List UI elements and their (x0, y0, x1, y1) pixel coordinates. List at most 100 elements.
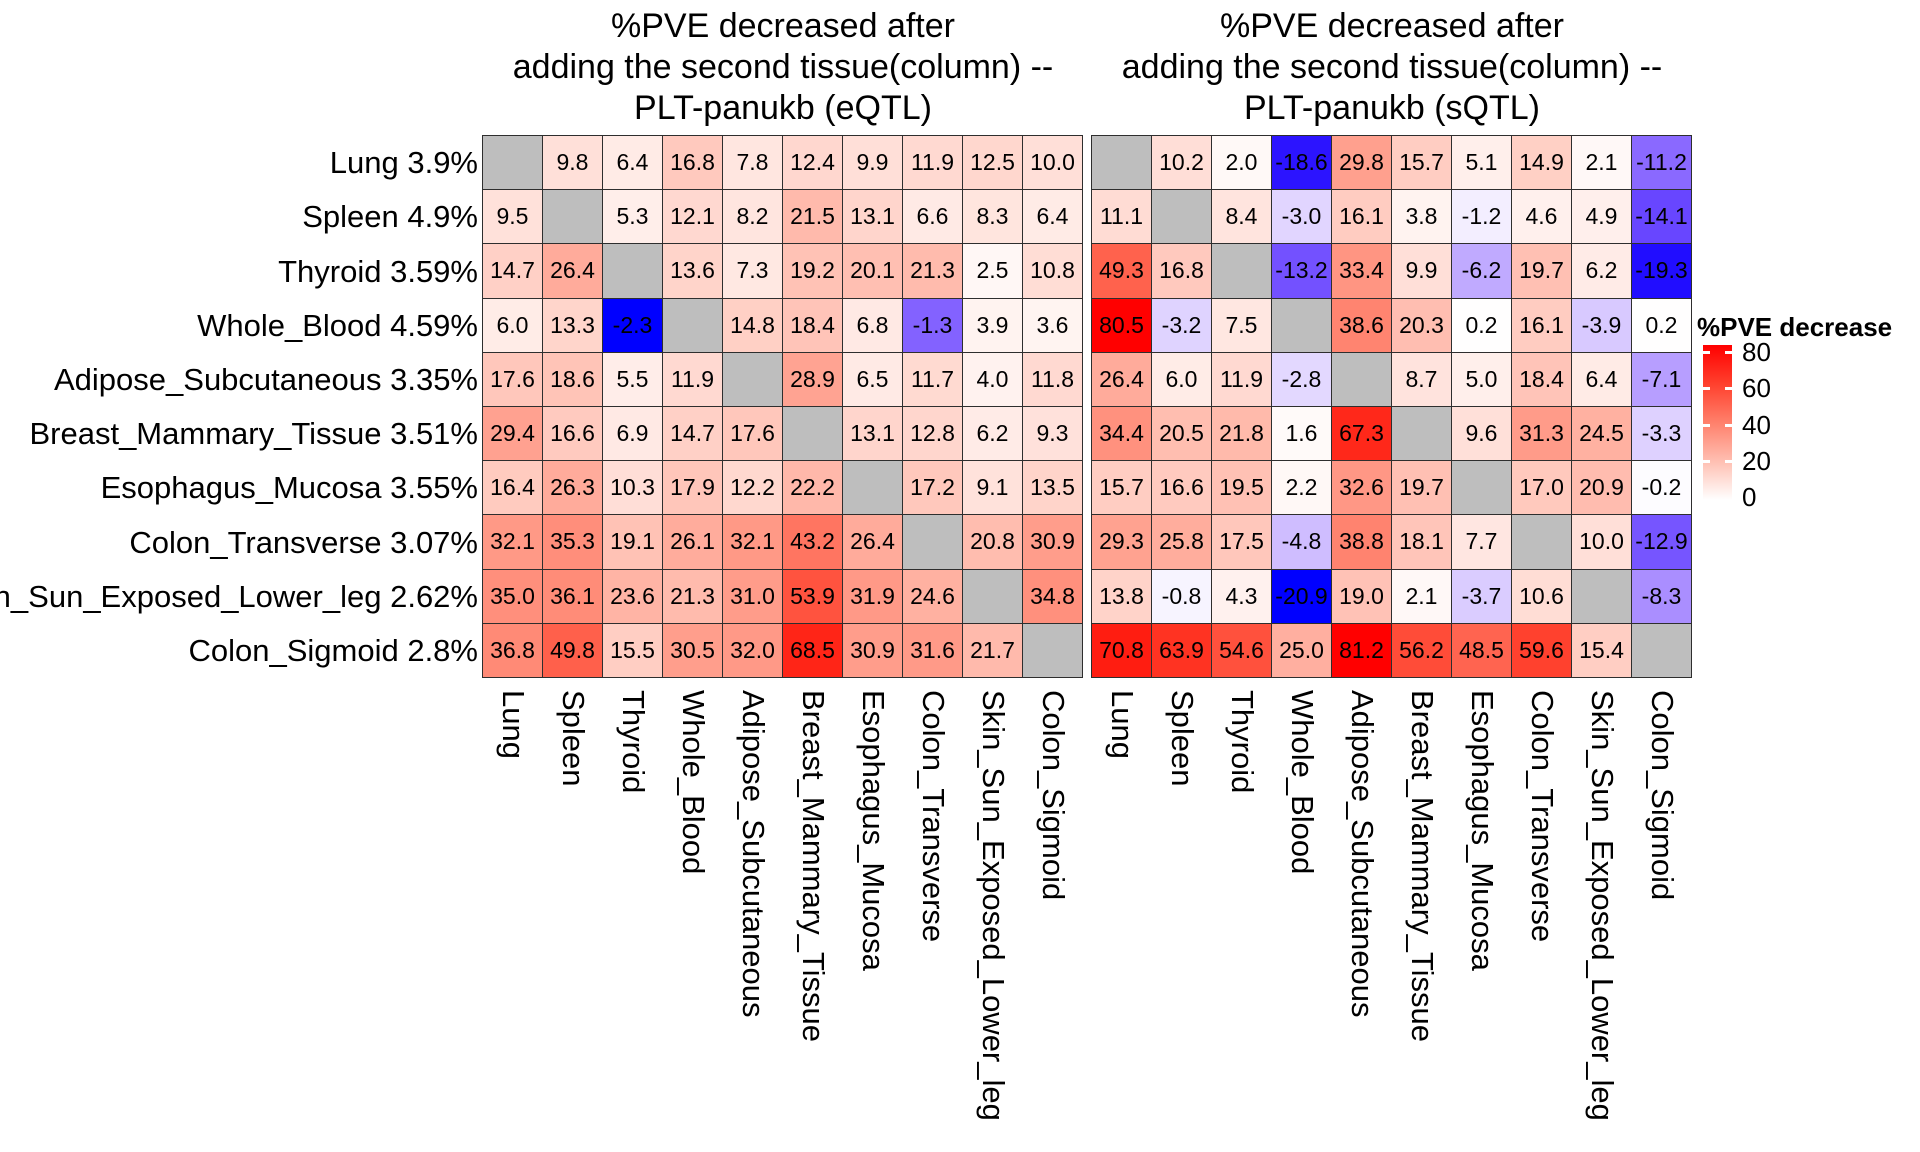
heatmap-cell: 25.8 (1152, 515, 1212, 570)
colorbar-title: %PVE decrease (1697, 312, 1893, 342)
heatmap-cell: 19.1 (603, 515, 663, 570)
heatmap-cell: 0.2 (1632, 298, 1692, 353)
heatmap-cell: 26.4 (843, 515, 903, 570)
heatmap-cell: -4.8 (1272, 515, 1332, 570)
colorbar-tick-label: 40 (1742, 409, 1771, 440)
heatmap-cell: 7.5 (1212, 298, 1272, 353)
heatmap-cell (1512, 515, 1572, 570)
column-label: Colon_Sigmoid (1036, 690, 1071, 901)
heatmap-cell (663, 298, 723, 353)
row-label: Colon_Transverse 3.07% (129, 524, 478, 560)
heatmap-cell: 35.3 (543, 515, 603, 570)
heatmap-cell: 12.5 (963, 136, 1023, 191)
heatmap-cell: 32.1 (723, 515, 783, 570)
heatmap-cell: -2.8 (1272, 352, 1332, 407)
heatmap-cell: 21.7 (963, 623, 1023, 678)
heatmap-cell: 29.8 (1332, 136, 1392, 191)
row-label: Breast_Mammary_Tissue 3.51% (29, 416, 478, 452)
heatmap-cell: 6.4 (1572, 352, 1632, 407)
heatmap-cell: 19.7 (1392, 461, 1452, 516)
heatmap-cell (723, 352, 783, 407)
heatmap-cell: 54.6 (1212, 623, 1272, 678)
heatmap-cell: 30.9 (1023, 515, 1083, 570)
heatmap-cell (1332, 352, 1392, 407)
heatmap-cell (903, 515, 963, 570)
heatmap-cell: 17.5 (1212, 515, 1272, 570)
heatmap-cell: 17.6 (723, 406, 783, 462)
heatmap-cell: 10.6 (1512, 569, 1572, 624)
heatmap-cell (1092, 136, 1152, 191)
colorbar-tick-label: 20 (1742, 445, 1771, 476)
heatmap-cell: 11.1 (1092, 190, 1152, 245)
heatmap-cell: 8.2 (723, 190, 783, 245)
heatmap-cell: 16.6 (1152, 461, 1212, 516)
heatmap-cell: 26.4 (1092, 352, 1152, 407)
heatmap-cell (1023, 623, 1083, 678)
heatmap-cell: 9.3 (1023, 406, 1083, 462)
heatmap-cell: 15.7 (1392, 136, 1452, 191)
colorbar-tick-mark (1725, 459, 1732, 463)
row-label: Colon_Sigmoid 2.8% (188, 632, 478, 668)
column-label: Skin_Sun_Exposed_Lower_leg (1585, 690, 1620, 1121)
heatmap-cell: 10.2 (1152, 136, 1212, 191)
heatmap-cell: -8.3 (1632, 569, 1692, 624)
colorbar-tick-mark (1703, 423, 1710, 427)
heatmap-cell: 19.7 (1512, 244, 1572, 299)
heatmap-cell (1452, 461, 1512, 516)
colorbar-tick-label: 60 (1742, 373, 1771, 404)
heatmap-cell: 23.6 (603, 569, 663, 624)
heatmap-cell: 7.7 (1452, 515, 1512, 570)
column-label: Colon_Sigmoid (1645, 690, 1680, 901)
heatmap-cell: 18.6 (543, 352, 603, 407)
heatmap-cell: 31.0 (723, 569, 783, 624)
heatmap-cell: 3.6 (1023, 298, 1083, 353)
heatmap-cell: 12.4 (783, 136, 843, 191)
heatmap-cell (483, 136, 543, 191)
heatmap-cell: -6.2 (1452, 244, 1512, 299)
heatmap-cell: 9.9 (1392, 244, 1452, 299)
heatmap-cell: -2.3 (603, 298, 663, 353)
heatmap-cell: -3.7 (1452, 569, 1512, 624)
heatmap-cell: 4.0 (963, 352, 1023, 407)
heatmap-cell: 15.7 (1092, 461, 1152, 516)
heatmap-cell: 35.0 (483, 569, 543, 624)
column-label: Adipose_Subcutaneous (1345, 690, 1380, 1018)
heatmap-cell: 20.1 (843, 244, 903, 299)
heatmap-cell: 12.1 (663, 190, 723, 245)
heatmap-cell: 5.3 (603, 190, 663, 245)
heatmap-cell: 2.1 (1392, 569, 1452, 624)
heatmap-eqtl: 9.8 6.4 16.8 7.8 12.4 9.9 11.9 12.5 10.0 9.5 5.3 12… (482, 135, 1083, 678)
heatmap-cell: 2.0 (1212, 136, 1272, 191)
heatmap-cell: -20.9 (1272, 569, 1332, 624)
heatmap-cell: -3.2 (1152, 298, 1212, 353)
heatmap-cell (1572, 569, 1632, 624)
heatmap-cell: 14.9 (1512, 136, 1572, 191)
heatmap-cell: 6.4 (603, 136, 663, 191)
column-label: Breast_Mammary_Tissue (796, 690, 831, 1043)
row-label: Thyroid 3.59% (278, 253, 478, 289)
heatmap-cell: 67.3 (1332, 406, 1392, 462)
heatmap-cell: 26.4 (543, 244, 603, 299)
heatmap-cell: 19.0 (1332, 569, 1392, 624)
heatmap-cell: 16.4 (483, 461, 543, 516)
heatmap-cell: -14.1 (1632, 190, 1692, 245)
column-label: Lung (1105, 690, 1140, 759)
heatmap-cell: 32.0 (723, 623, 783, 678)
heatmap-cell: 9.9 (843, 136, 903, 191)
heatmap-cell: 43.2 (783, 515, 843, 570)
row-label: Lung 3.9% (329, 145, 478, 181)
heatmap-cell: 11.9 (663, 352, 723, 407)
heatmap-cell: 10.3 (603, 461, 663, 516)
heatmap-cell: 49.3 (1092, 244, 1152, 299)
column-label: Esophagus_Mucosa (856, 690, 891, 971)
heatmap-cell: 36.8 (483, 623, 543, 678)
heatmap-cell (1212, 244, 1272, 299)
heatmap-cell: 20.8 (963, 515, 1023, 570)
heatmap-cell: 3.9 (963, 298, 1023, 353)
heatmap-cell: 20.9 (1572, 461, 1632, 516)
heatmap-cell: 32.6 (1332, 461, 1392, 516)
heatmap-cell: 14.8 (723, 298, 783, 353)
column-label: Colon_Transverse (1525, 690, 1560, 943)
heatmap-cell: 68.5 (783, 623, 843, 678)
colorbar-tick-mark (1725, 387, 1732, 391)
